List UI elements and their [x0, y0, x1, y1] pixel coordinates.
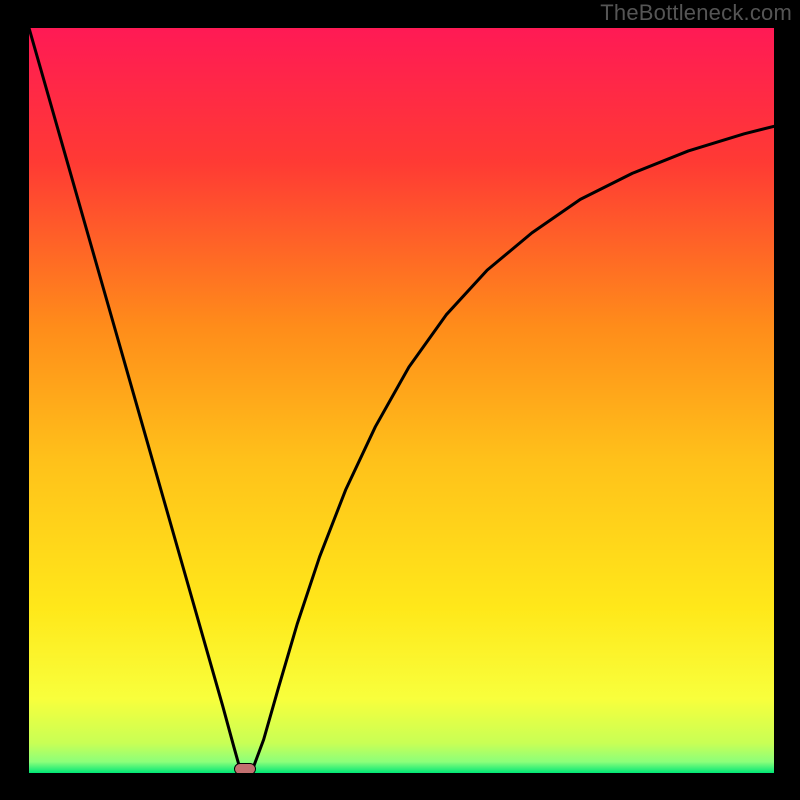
bottleneck-curve — [29, 28, 774, 773]
chart-plot-area — [29, 28, 774, 773]
watermark-label: TheBottleneck.com — [600, 0, 792, 26]
optimal-point-marker — [234, 763, 256, 773]
